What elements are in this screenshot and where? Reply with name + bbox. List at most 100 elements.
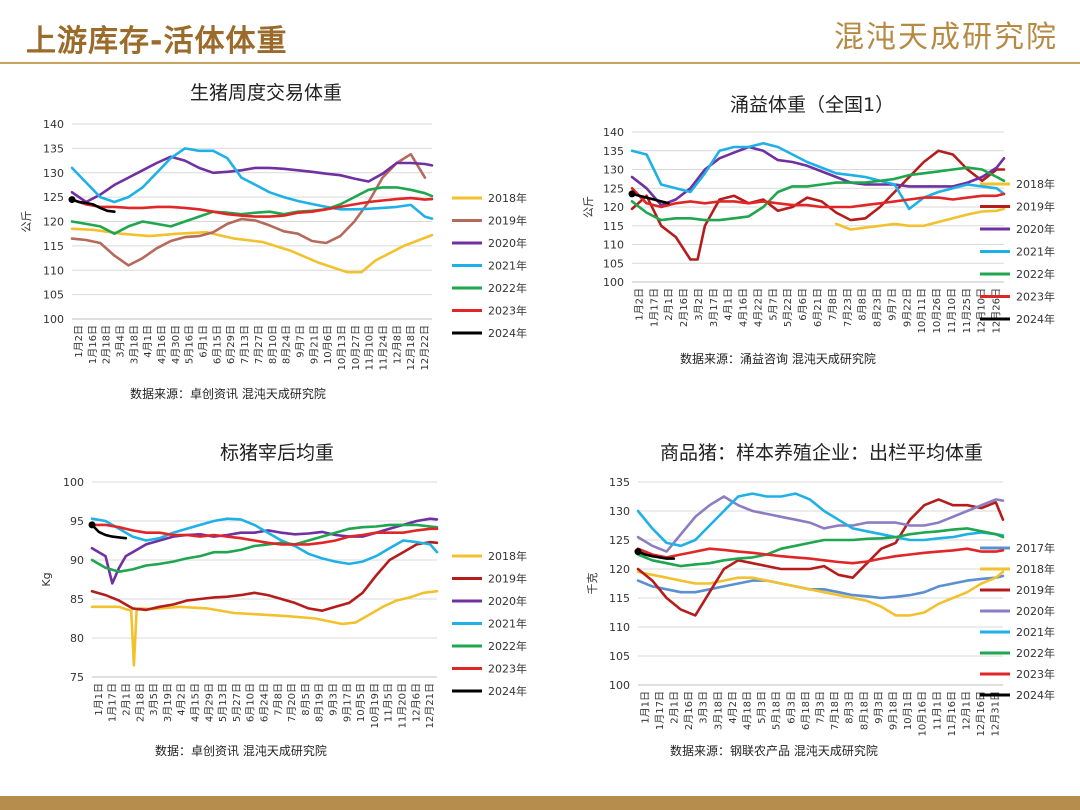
x-tick-label: 7月27日 <box>253 325 265 364</box>
x-tick-label: 7月8日 <box>827 288 839 321</box>
x-tick-label: 3月3日 <box>698 691 710 724</box>
legend-label: 2021年 <box>488 617 527 631</box>
x-tick-label: 5月16日 <box>184 325 196 364</box>
x-tick-label: 4月22日 <box>752 288 764 327</box>
x-tick-label: 10月13日 <box>336 325 348 370</box>
series-line <box>630 166 1006 222</box>
y-tick-label: 135 <box>603 145 624 158</box>
series-line <box>630 192 670 205</box>
x-tick-label: 10月19日 <box>369 683 381 728</box>
y-tick-label: 75 <box>70 671 84 684</box>
y-tick-label: 125 <box>609 534 630 547</box>
y-tick-label: 125 <box>603 182 624 195</box>
x-tick-label: 9月3日 <box>873 691 885 724</box>
x-tick-label: 3月18日 <box>712 691 724 730</box>
series-line <box>90 523 128 540</box>
chart-source: 数据来源：钢联农产品 混沌天成研究院 <box>670 744 878 758</box>
y-tick-label: 140 <box>603 126 624 139</box>
legend-label: 2023年 <box>1016 290 1055 304</box>
series-line <box>70 147 434 220</box>
x-tick-label: 2月18日 <box>101 325 113 364</box>
legend-label: 2022年 <box>1016 646 1055 660</box>
header-bar: 上游库存-活体体重 混沌天成研究院 <box>0 0 1080 68</box>
x-tick-label: 11月10日 <box>364 325 376 370</box>
x-tick-label: 1月17日 <box>654 691 666 730</box>
y-tick-label: 115 <box>43 240 64 253</box>
series-line <box>636 570 1005 617</box>
series-line <box>636 498 1005 617</box>
legend-label: 2017年 <box>1016 541 1055 555</box>
series-line <box>630 149 1006 261</box>
legend-label: 2019年 <box>1016 200 1055 214</box>
y-tick-label: 125 <box>43 191 64 204</box>
x-tick-label: 9月7日 <box>886 288 898 321</box>
x-tick-label: 12月1日 <box>961 691 973 730</box>
x-tick-label: 4月2日 <box>727 691 739 724</box>
x-tick-label: 4月16日 <box>738 288 750 327</box>
x-tick-label: 1月1日 <box>639 691 651 724</box>
y-tick-label: 120 <box>43 216 64 229</box>
chart-svg: 100 105 110 115 120 125 130 135 140 1月2日 1月16日 2月18… <box>20 118 527 370</box>
x-tick-label: 10月6日 <box>322 325 334 364</box>
y-tick-label: 95 <box>70 515 84 528</box>
x-tick-label: 3月5日 <box>148 683 160 716</box>
y-tick-label: 110 <box>603 239 624 252</box>
x-tick-label: 1月17日 <box>107 683 119 722</box>
chart-panel-1: 生猪周度交易体重 100 105 110 115 120 125 130 135 140 1月2日… <box>0 70 540 410</box>
y-tick-label: 100 <box>609 679 630 692</box>
x-tick-label: 11月10日 <box>946 288 958 333</box>
x-tick-label: 8月18日 <box>858 691 870 730</box>
legend-label: 2024年 <box>488 326 527 340</box>
legend-label: 2019年 <box>488 572 527 586</box>
x-tick-label: 10月16日 <box>917 691 929 736</box>
x-tick-label: 6月29日 <box>225 325 237 364</box>
x-tick-label: 4月2日 <box>176 683 188 716</box>
series-line <box>70 227 434 274</box>
series-line <box>630 141 1006 211</box>
x-tick-label: 12月31日 <box>990 691 1002 736</box>
x-tick-label: 10月5日 <box>355 683 367 722</box>
legend-label: 2019年 <box>1016 583 1055 597</box>
series-line <box>834 207 1006 231</box>
x-tick-label: 8月8日 <box>857 288 869 321</box>
x-tick-label: 9月21日 <box>308 325 320 364</box>
y-tick-label: 105 <box>603 257 624 270</box>
x-tick-label: 5月27日 <box>231 683 243 722</box>
series-line <box>630 187 1006 209</box>
x-tick-label: 3月4日 <box>114 325 126 358</box>
series-marker <box>634 548 642 556</box>
x-tick-label: 12月16日 <box>975 691 987 736</box>
x-tick-label: 12月21日 <box>424 683 436 728</box>
legend-label: 2018年 <box>1016 562 1055 576</box>
x-tick-label: 9月7日 <box>294 325 306 358</box>
x-tick-label: 10月27日 <box>350 325 362 370</box>
x-tick-label: 7月18日 <box>829 691 841 730</box>
x-tick-label: 8月3日 <box>844 691 856 724</box>
x-tick-label: 7月3日 <box>815 691 827 724</box>
x-tick-label: 5月18日 <box>771 691 783 730</box>
x-tick-label: 9月3日 <box>328 683 340 716</box>
series-line <box>636 495 1005 553</box>
x-tick-label: 4月1日 <box>723 288 735 321</box>
y-tick-label: 130 <box>609 505 630 518</box>
x-tick-label: 11月5日 <box>383 683 395 722</box>
chart-source: 数据：卓创资讯 混沌天成研究院 <box>155 744 327 758</box>
x-tick-label: 8月23日 <box>872 288 884 327</box>
y-axis-label: 千克 <box>586 573 599 595</box>
chart-source: 数据来源：卓创资讯 混沌天成研究院 <box>130 387 326 401</box>
series-line <box>70 198 116 213</box>
series-line <box>636 574 1005 600</box>
x-tick-label: 6月24日 <box>259 683 271 722</box>
y-tick-label: 110 <box>43 264 64 277</box>
x-tick-label: 4月16日 <box>156 325 168 364</box>
chart-title: 生猪周度交易体重 <box>190 82 343 104</box>
y-tick-label: 90 <box>70 554 84 567</box>
brand-logo: 混沌天成研究院 <box>834 20 1058 55</box>
chart-svg: 100 105 110 115 120 125 130 135 1月1日 1月17日 2月1日 2月1… <box>586 476 1055 736</box>
series-line <box>70 196 434 218</box>
chart-title: 标猪宰后均重 <box>220 442 335 464</box>
y-tick-label: 115 <box>603 220 624 233</box>
y-tick-label: 135 <box>43 142 64 155</box>
legend-label: 2020年 <box>1016 604 1055 618</box>
x-tick-label: 12月8日 <box>391 325 403 364</box>
